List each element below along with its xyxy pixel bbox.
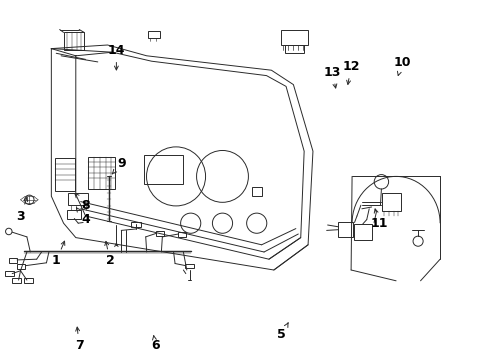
Text: 1: 1	[52, 241, 65, 267]
Bar	[177, 232, 186, 237]
Text: 7: 7	[75, 327, 83, 352]
Bar	[5, 271, 14, 276]
Text: 12: 12	[342, 60, 359, 84]
Text: 2: 2	[104, 242, 114, 267]
Text: 4: 4	[76, 208, 90, 226]
Text: 3: 3	[16, 197, 28, 222]
Bar	[280, 30, 307, 45]
Bar	[184, 264, 193, 268]
Bar	[9, 258, 17, 263]
Text: 10: 10	[392, 57, 410, 76]
Text: 9: 9	[112, 157, 125, 174]
Bar	[55, 158, 75, 191]
Text: 6: 6	[151, 336, 160, 352]
Text: 5: 5	[277, 323, 287, 341]
Bar	[63, 32, 84, 50]
Text: 8: 8	[75, 194, 90, 212]
Bar	[284, 45, 304, 53]
Bar	[382, 193, 400, 211]
Bar	[68, 193, 88, 205]
Bar	[17, 264, 25, 269]
Bar	[338, 222, 352, 237]
Bar	[24, 278, 33, 283]
Bar	[251, 187, 261, 196]
Bar	[88, 157, 115, 189]
Bar	[131, 222, 141, 227]
Bar	[67, 210, 81, 219]
Text: 13: 13	[323, 66, 341, 88]
Text: 11: 11	[369, 209, 387, 230]
Bar	[148, 31, 160, 38]
Text: 14: 14	[107, 44, 125, 70]
Bar	[353, 224, 371, 240]
Bar	[12, 278, 21, 283]
Bar	[144, 155, 183, 184]
Bar	[155, 231, 163, 236]
